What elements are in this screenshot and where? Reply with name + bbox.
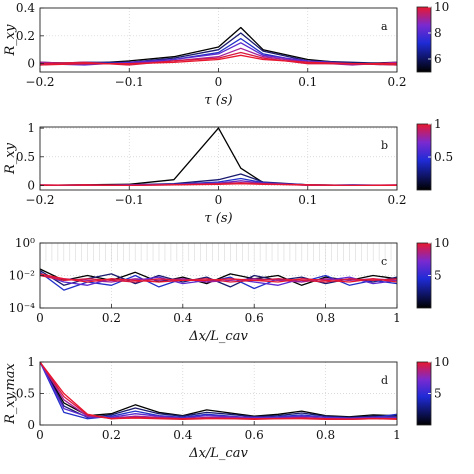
x-tick-label: −0.1	[115, 75, 144, 89]
y-tick-label: 1	[27, 121, 35, 135]
x-axis-label: Δx/L_cav	[188, 329, 248, 344]
x-axis-label: τ (s)	[204, 93, 232, 108]
colorbar-tick-label: 5	[434, 387, 442, 401]
x-tick-label: 0.2	[102, 428, 121, 442]
x-tick-label: 0.4	[173, 428, 192, 442]
colorbar-tick-label: 10	[434, 0, 449, 14]
y-axis-label: R_xy	[3, 24, 18, 57]
series-line-5	[39, 361, 397, 420]
series-line-6	[39, 361, 398, 420]
x-tick-label: −0.1	[115, 193, 144, 207]
x-tick-label: 0.2	[387, 75, 406, 89]
y-tick-label: 0.4	[16, 1, 35, 15]
series-line-5	[39, 274, 398, 283]
colorbar-tick-label: 1	[434, 117, 442, 131]
series-line-5	[39, 183, 397, 187]
y-tick-label: 10⁻⁴	[9, 301, 36, 315]
x-tick-label: −0.2	[25, 193, 54, 207]
x-axis-label: τ (s)	[204, 211, 232, 226]
series-line-1	[39, 32, 398, 65]
x-tick-label: 0.6	[245, 311, 264, 325]
x-axis-label: Δx/L_cav	[188, 446, 248, 461]
x-tick-label: 0	[36, 428, 44, 442]
x-tick-label: 0.1	[298, 75, 317, 89]
colorbar-tick-label: 6	[434, 52, 442, 66]
series-line-4	[39, 274, 398, 283]
y-axis-label: R_xy	[3, 142, 18, 175]
x-tick-label: 0.6	[245, 428, 264, 442]
x-tick-label: 0.2	[387, 193, 406, 207]
y-tick-label: 10⁻²	[9, 269, 36, 283]
x-tick-label: 0.1	[298, 193, 317, 207]
x-tick-label: 0	[215, 75, 223, 89]
colorbar-tick-label: 5	[434, 269, 442, 283]
x-tick-label: 0.8	[316, 311, 335, 325]
colorbar-tick-label: 10	[434, 236, 449, 250]
panel-letter: a	[381, 20, 388, 33]
series-line-6	[39, 273, 398, 283]
series-line-3	[39, 361, 397, 419]
x-tick-label: 1	[393, 311, 401, 325]
series-line-2	[39, 37, 398, 66]
y-tick-label: 0.5	[16, 387, 35, 401]
y-axis-label: R_xy,max	[3, 362, 18, 424]
y-tick-label: 0.2	[16, 29, 35, 43]
panel-letter: d	[381, 374, 388, 387]
x-tick-label: 0.2	[102, 311, 121, 325]
panel-letter: c	[381, 255, 387, 268]
x-tick-label: 0.8	[316, 428, 335, 442]
y-tick-label: 0.5	[16, 150, 35, 164]
y-tick-label: 1	[27, 355, 35, 369]
series-line-6	[39, 54, 397, 66]
series-line-0	[39, 361, 398, 418]
colorbar	[416, 6, 432, 73]
x-tick-label: 0	[36, 311, 44, 325]
y-tick-label: 10⁰	[15, 236, 35, 250]
colorbar-tick-label: 8	[434, 26, 442, 40]
y-tick-label: 0	[27, 178, 35, 192]
series-line-4	[39, 361, 398, 420]
series-line-1	[39, 361, 397, 419]
series-line-2	[39, 361, 398, 420]
x-tick-label: 1	[393, 428, 401, 442]
x-tick-label: 0.4	[173, 311, 192, 325]
x-tick-label: 0	[215, 193, 223, 207]
y-tick-label: 0	[27, 57, 35, 71]
colorbar-tick-label: 0.5	[434, 150, 453, 164]
panel-letter: b	[381, 139, 388, 152]
colorbar-tick-label: 10	[434, 355, 449, 369]
x-tick-label: −0.2	[25, 75, 54, 89]
y-tick-label: 0	[27, 418, 35, 432]
